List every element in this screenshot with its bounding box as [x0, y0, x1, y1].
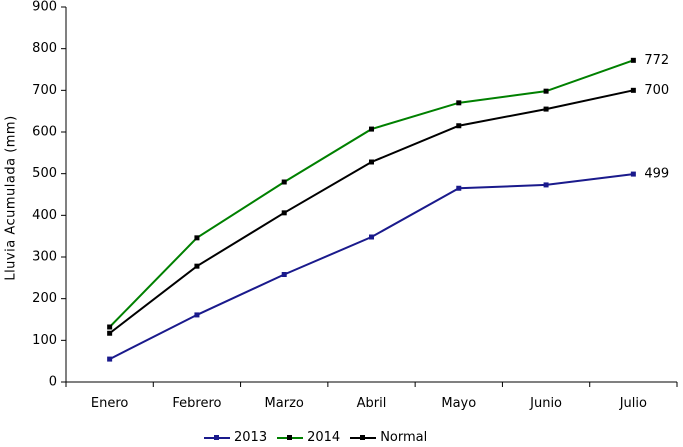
legend-label: Normal — [380, 430, 428, 445]
legend-marker — [214, 435, 219, 440]
data-point-marker-2014 — [456, 100, 462, 106]
legend-marker — [287, 435, 293, 440]
data-point-marker-2013 — [107, 356, 113, 362]
data-point-marker-2013 — [630, 171, 636, 177]
legend-item-2013: 2013 — [204, 430, 267, 445]
data-point-marker-Normal — [630, 87, 636, 93]
data-point-marker-Normal — [456, 123, 462, 129]
y-tick-label: 700 — [32, 83, 57, 98]
legend-line-sample-icon — [350, 433, 377, 442]
data-point-marker-2014 — [543, 88, 549, 94]
y-tick-label: 800 — [32, 41, 57, 56]
x-category-label: Marzo — [265, 396, 304, 411]
y-tick-label: 500 — [32, 166, 57, 181]
data-point-marker-Normal — [107, 330, 113, 336]
data-point-marker-2014 — [194, 235, 200, 241]
legend-line-sample-icon — [204, 433, 230, 442]
end-label-2014: 772 — [644, 53, 669, 68]
x-category-label: Julio — [619, 396, 647, 411]
data-point-marker-Normal — [369, 159, 374, 165]
y-tick-label: 400 — [32, 208, 57, 223]
x-category-label: Abril — [357, 396, 387, 411]
legend-item-Normal: Normal — [350, 430, 427, 445]
y-tick-label: 600 — [32, 125, 57, 140]
data-point-marker-2014 — [630, 57, 636, 63]
y-tick-label: 200 — [32, 291, 57, 306]
data-point-marker-2013 — [456, 185, 462, 191]
end-label-2013: 499 — [644, 167, 669, 182]
data-point-marker-2014 — [107, 324, 113, 330]
data-point-marker-Normal — [281, 210, 287, 216]
x-category-label: Junio — [529, 396, 562, 411]
legend-item-2014: 2014 — [277, 430, 340, 445]
legend-marker — [360, 435, 366, 440]
data-point-marker-2013 — [281, 272, 287, 277]
legend-label: 2014 — [307, 430, 341, 445]
data-point-marker-Normal — [194, 263, 200, 269]
y-tick-label: 900 — [32, 0, 57, 15]
data-point-marker-Normal — [543, 106, 549, 112]
data-point-marker-2014 — [369, 126, 374, 132]
legend-line-sample-icon — [277, 433, 304, 442]
y-tick-label: 300 — [32, 250, 57, 265]
data-point-marker-2013 — [369, 234, 374, 240]
series-line-2013 — [109, 173, 634, 360]
legend-label: 2013 — [234, 430, 268, 445]
data-point-marker-2013 — [194, 312, 200, 318]
data-point-marker-2013 — [543, 182, 549, 188]
y-tick-label: 0 — [49, 375, 57, 390]
x-category-label: Mayo — [441, 396, 476, 411]
data-point-marker-2014 — [281, 179, 287, 185]
series-line-2014 — [108, 59, 634, 328]
legend: 2013 2014 Normal — [204, 430, 427, 445]
y-tick-label: 100 — [32, 333, 57, 348]
y-axis-title: Lluvia Acumulada (mm) — [3, 115, 19, 281]
end-label-Normal: 700 — [644, 83, 669, 98]
x-category-label: Enero — [91, 396, 129, 411]
x-category-label: Febrero — [172, 396, 221, 411]
